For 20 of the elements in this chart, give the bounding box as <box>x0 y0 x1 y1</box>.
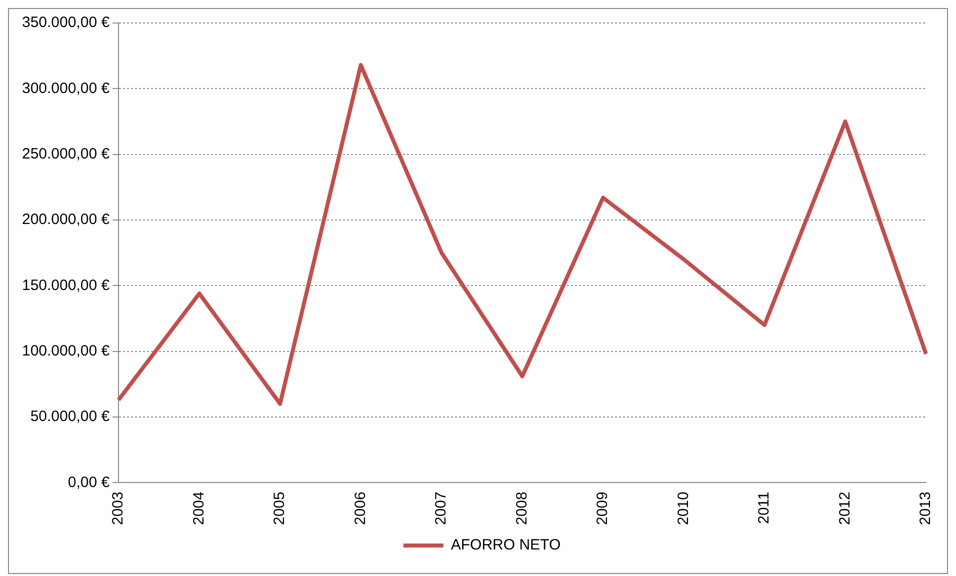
y-tick-label: 250.000,00 € <box>22 145 110 162</box>
y-tick-label: 200.000,00 € <box>22 211 110 228</box>
y-tick-label: 0,00 € <box>68 474 110 491</box>
x-tick-label: 2011 <box>756 492 773 524</box>
x-tick-label: 2013 <box>917 492 934 526</box>
x-tick-label: 2010 <box>674 492 692 526</box>
y-tick-label: 50.000,00 € <box>30 408 110 426</box>
x-tick-label: 2009 <box>594 492 612 526</box>
y-tick-label: 100.000,00 € <box>22 342 110 360</box>
x-tick-label: 2005 <box>271 492 288 526</box>
y-tick-label: 300.000,00 € <box>22 80 110 97</box>
x-tick-label: 2012 <box>836 492 854 526</box>
x-tick-label: 2003 <box>110 492 127 526</box>
y-tick-label: 150.000,00 € <box>22 276 110 294</box>
legend-label: AFORRO NETO <box>450 536 561 554</box>
x-tick-label: 2006 <box>352 492 369 526</box>
x-tick-label: 2008 <box>513 492 530 526</box>
x-tick-label: 2007 <box>432 492 450 526</box>
x-tick-label: 2004 <box>190 492 208 526</box>
y-tick-label: 350.000,00 € <box>22 14 110 32</box>
